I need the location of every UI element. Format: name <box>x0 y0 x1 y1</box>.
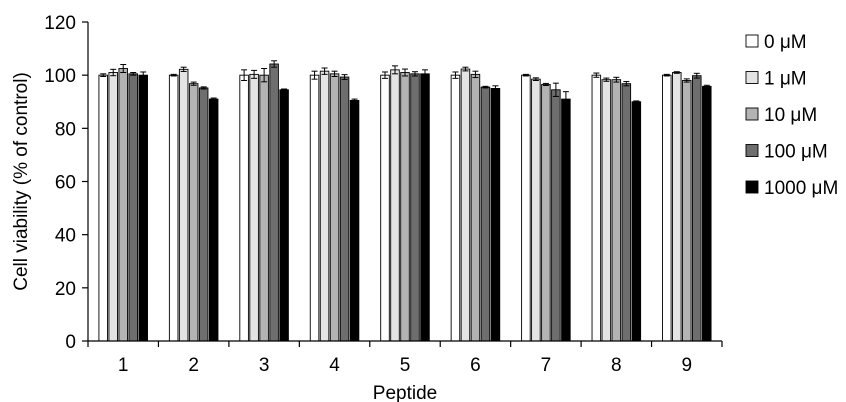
bar <box>390 69 400 342</box>
bar <box>410 73 420 342</box>
bar <box>269 63 279 342</box>
bar <box>108 72 118 342</box>
bar <box>601 79 612 342</box>
bar <box>682 80 692 342</box>
y-axis-ticks: 0 20 40 60 80 100 120 <box>44 13 88 353</box>
bar <box>551 89 561 342</box>
bar <box>521 74 531 342</box>
bar <box>239 74 249 342</box>
bar <box>339 76 350 342</box>
bar <box>611 79 622 342</box>
bar <box>662 74 672 342</box>
legend-swatch <box>745 71 759 84</box>
x-tick-label: 8 <box>611 355 622 376</box>
legend-swatch <box>745 180 759 194</box>
bar <box>329 73 340 342</box>
x-tick-label: 6 <box>470 355 481 376</box>
legend-label: 1 μM <box>764 69 807 90</box>
x-tick-label: 1 <box>118 355 129 376</box>
bar <box>188 83 199 342</box>
bar <box>400 72 410 342</box>
bar <box>98 74 108 342</box>
bar <box>198 87 209 342</box>
bar <box>692 75 702 342</box>
bar <box>591 74 602 342</box>
x-tick-label: 5 <box>400 355 411 376</box>
bar <box>168 74 179 342</box>
y-tick-label: 20 <box>55 279 76 300</box>
bars <box>98 63 712 342</box>
bar <box>672 72 682 342</box>
bar <box>561 98 571 342</box>
bar <box>309 74 320 342</box>
y-tick-label: 120 <box>44 13 76 34</box>
bar <box>319 70 330 342</box>
bar <box>480 86 491 342</box>
bar <box>259 74 269 342</box>
x-tick-label: 7 <box>541 355 552 376</box>
bar <box>138 74 148 342</box>
error-bars <box>100 60 710 108</box>
bar <box>208 98 219 342</box>
bar <box>531 78 541 342</box>
x-axis-title: Peptide <box>373 383 437 402</box>
bar <box>450 74 461 342</box>
legend-swatch <box>745 144 759 157</box>
bar <box>279 89 289 342</box>
bar <box>249 73 259 342</box>
bar <box>349 99 360 342</box>
y-tick-label: 80 <box>55 119 76 140</box>
y-tick-label: 100 <box>44 66 76 87</box>
legend-label: 1000 μM <box>764 178 838 199</box>
legend-label: 10 μM <box>764 105 817 126</box>
x-tick-label: 9 <box>681 355 692 376</box>
bar <box>702 85 712 342</box>
bar <box>128 73 138 342</box>
legend-swatch <box>745 107 759 121</box>
bar <box>490 88 501 342</box>
x-axis-ticks: 1 2 3 4 5 6 7 8 9 <box>87 341 723 376</box>
bar <box>420 73 430 342</box>
bar <box>621 83 632 342</box>
legend-label: 100 μM <box>764 142 828 163</box>
y-tick-label: 60 <box>55 173 76 194</box>
legend-label: 0 μM <box>764 32 807 53</box>
y-tick-label: 0 <box>65 332 76 353</box>
x-tick-label: 4 <box>329 355 340 376</box>
bar <box>460 68 471 342</box>
legend-swatch <box>745 34 759 48</box>
bar <box>118 68 128 342</box>
y-axis-title: Cell viability (% of control) <box>11 72 32 291</box>
y-tick-label: 40 <box>55 226 76 247</box>
bar <box>178 68 189 342</box>
x-tick-label: 3 <box>259 355 270 376</box>
bar <box>631 101 642 342</box>
legend: 0 μM 1 μM 10 μM 100 μM 1000 μM <box>745 32 838 199</box>
x-tick-label: 2 <box>188 355 199 376</box>
bar <box>541 84 551 342</box>
bar <box>380 74 390 342</box>
bar <box>470 73 481 342</box>
